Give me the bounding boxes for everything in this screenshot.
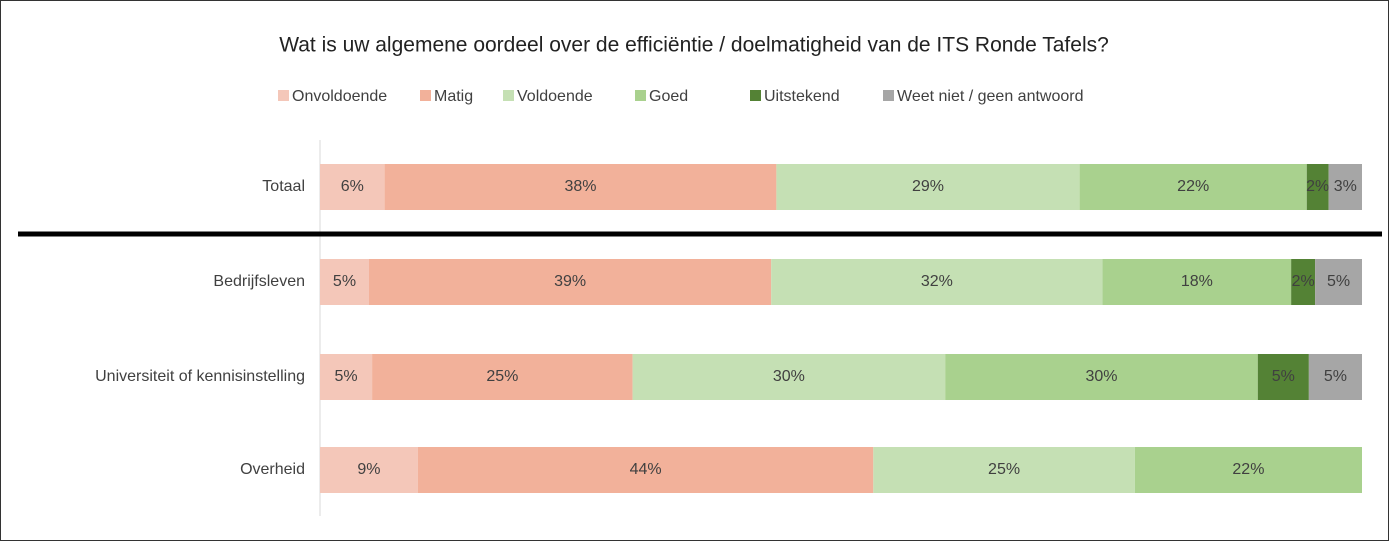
data-label: 22%: [1232, 461, 1264, 478]
y-tick-label: Totaal: [262, 178, 305, 195]
bar-segment: [873, 447, 1135, 493]
data-label: 22%: [1177, 178, 1209, 195]
bar-segment: [1291, 259, 1316, 305]
y-tick-label: Universiteit of kennisinstelling: [95, 368, 305, 385]
bar-segment: [417, 447, 874, 493]
bar-segment: [771, 259, 1103, 305]
bar-segment: [945, 354, 1258, 400]
data-label: 9%: [357, 461, 380, 478]
bar-segment: [1079, 164, 1307, 210]
data-label: 18%: [1181, 273, 1213, 290]
data-label: 5%: [1327, 273, 1350, 290]
bar-segment: [1257, 354, 1309, 400]
legend-swatch: [278, 90, 289, 101]
bar-segment: [1308, 354, 1362, 400]
data-label: 30%: [1085, 368, 1117, 385]
y-tick-label: Overheid: [240, 461, 305, 478]
data-label: 3%: [1334, 178, 1357, 195]
y-tick-label: Bedrijfsleven: [213, 273, 305, 290]
legend-label: Onvoldoende: [292, 88, 387, 105]
data-label: 32%: [921, 273, 953, 290]
data-label: 2%: [1306, 178, 1329, 195]
data-label: 39%: [554, 273, 586, 290]
legend-label: Uitstekend: [764, 88, 840, 105]
legend-swatch: [750, 90, 761, 101]
chart-title: Wat is uw algemene oordeel over de effic…: [279, 34, 1109, 57]
bar-segment: [1328, 164, 1362, 210]
data-label: 44%: [630, 461, 662, 478]
legend-swatch: [883, 90, 894, 101]
bar-segment: [1134, 447, 1362, 493]
bar-segment: [372, 354, 633, 400]
data-label: 5%: [1272, 368, 1295, 385]
legend-swatch: [420, 90, 431, 101]
bar-segment: [1315, 259, 1362, 305]
legend-label: Voldoende: [517, 88, 593, 105]
data-label: 25%: [486, 368, 518, 385]
data-label: 6%: [341, 178, 364, 195]
bar-segment: [1102, 259, 1292, 305]
bar-segment: [320, 447, 418, 493]
bar-segment: [320, 164, 385, 210]
data-label: 2%: [1292, 273, 1315, 290]
bar-segment: [1306, 164, 1329, 210]
legend-label: Goed: [649, 88, 688, 105]
data-label: 38%: [564, 178, 596, 195]
data-label: 5%: [1324, 368, 1347, 385]
bar-segment: [320, 259, 369, 305]
bar-segment: [368, 259, 772, 305]
legend-swatch: [635, 90, 646, 101]
data-label: 30%: [773, 368, 805, 385]
bar-segment: [384, 164, 777, 210]
legend-label: Matig: [434, 88, 473, 105]
data-label: 25%: [988, 461, 1020, 478]
data-label: 29%: [912, 178, 944, 195]
bar-segment: [776, 164, 1080, 210]
legend-swatch: [503, 90, 514, 101]
data-label: 5%: [333, 273, 356, 290]
legend-label: Weet niet / geen antwoord: [897, 88, 1084, 105]
bar-segment: [320, 354, 373, 400]
data-label: 5%: [334, 368, 357, 385]
bar-segment: [632, 354, 946, 400]
